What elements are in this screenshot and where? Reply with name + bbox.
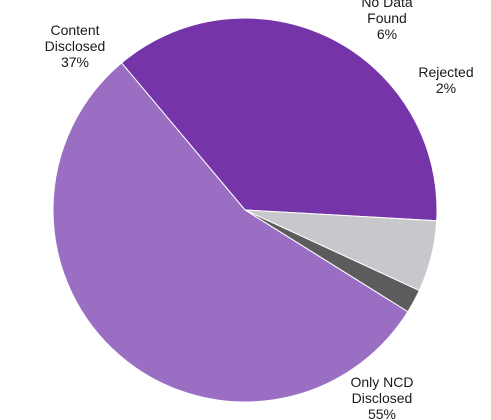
- pie-slices: [52, 17, 438, 403]
- slice-percent-label: 55%: [368, 406, 396, 420]
- slice-name-line: Disclosed: [45, 38, 106, 54]
- slice-percent-label: 2%: [436, 80, 456, 96]
- slice-name-line: No Data: [361, 0, 413, 10]
- slice-label-content-disclosed: Content Disclosed 37%: [45, 22, 106, 70]
- slice-name-line: Found: [367, 10, 407, 26]
- slice-label-no-data-found: No Data Found 6%: [361, 0, 413, 42]
- slice-percent-label: 6%: [377, 26, 397, 42]
- pie-slice-only-ncd-disclosed: [52, 62, 409, 403]
- slice-percent-label: 37%: [61, 54, 89, 70]
- slice-name-line: Only NCD: [350, 374, 413, 390]
- slice-name-line: Rejected: [418, 64, 473, 80]
- slice-name-line: Content: [50, 22, 99, 38]
- slice-label-rejected: Rejected 2%: [418, 64, 473, 96]
- pie-slice-content-disclosed: [120, 17, 438, 222]
- slice-name-line: Disclosed: [352, 390, 413, 406]
- slice-label-only-ncd-disclosed: Only NCD Disclosed 55%: [350, 374, 413, 420]
- pie-labels: Content Disclosed 37%No Data Found 6%Rejecte…: [45, 0, 474, 420]
